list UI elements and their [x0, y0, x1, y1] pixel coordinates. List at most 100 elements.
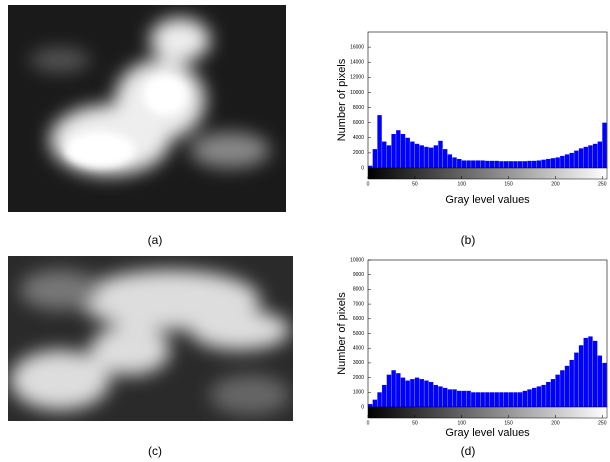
bar — [503, 161, 509, 168]
y-tick-label: 7000 — [353, 301, 364, 307]
bar — [485, 160, 490, 168]
y-tick-label: 10000 — [350, 90, 364, 96]
bar — [433, 145, 438, 168]
bar — [555, 374, 560, 407]
bar — [494, 392, 499, 407]
bar — [588, 336, 593, 407]
bar — [503, 392, 509, 407]
bar — [560, 370, 565, 407]
caption: (b) — [461, 233, 476, 247]
y-tick-label: 0 — [361, 404, 364, 410]
bar — [442, 387, 448, 407]
bar — [457, 390, 462, 407]
bar — [522, 390, 528, 407]
y-tick-label: 5000 — [353, 331, 364, 337]
y-axis-label: Number of pixels — [336, 58, 348, 141]
bar — [592, 340, 598, 407]
bar — [377, 115, 382, 168]
bar — [536, 160, 542, 168]
bar — [480, 160, 485, 168]
bar — [382, 141, 387, 168]
bar — [372, 399, 378, 407]
x-tick-label: 0 — [367, 181, 370, 187]
bar — [489, 392, 495, 407]
bar — [527, 389, 532, 407]
bar — [513, 392, 518, 407]
bar — [592, 143, 598, 168]
bar — [391, 134, 396, 168]
bar — [597, 141, 603, 168]
bar — [405, 380, 410, 407]
bar — [541, 384, 546, 407]
bar — [583, 337, 588, 407]
bar — [536, 386, 542, 407]
bar — [396, 373, 401, 407]
bar — [452, 389, 457, 407]
bar — [424, 146, 429, 168]
x-axis-label: Gray level values — [445, 194, 530, 206]
bar — [414, 143, 420, 168]
bar — [550, 379, 556, 407]
x-tick-label: 0 — [367, 420, 370, 426]
x-tick-label: 200 — [551, 181, 560, 187]
y-tick-label: 8000 — [353, 105, 364, 111]
bar — [574, 150, 579, 168]
bar — [396, 130, 401, 168]
bar — [461, 390, 467, 407]
bar — [508, 161, 513, 168]
bar — [386, 145, 392, 168]
bar — [564, 365, 570, 407]
bar — [560, 155, 565, 168]
y-tick-label: 6000 — [353, 120, 364, 126]
bar — [419, 379, 424, 407]
bar — [475, 392, 481, 407]
bar — [400, 134, 406, 168]
bar — [447, 154, 453, 168]
bar — [414, 377, 420, 407]
y-tick-label: 4000 — [353, 346, 364, 352]
bar — [368, 165, 373, 168]
x-tick-label: 150 — [504, 420, 513, 426]
bar — [461, 160, 467, 168]
bar — [419, 145, 424, 168]
bar — [400, 377, 406, 407]
x-tick-label: 200 — [551, 420, 560, 426]
y-tick-label: 2000 — [353, 375, 364, 381]
bar — [517, 392, 523, 407]
bar — [527, 160, 532, 168]
y-tick-label: 6000 — [353, 316, 364, 322]
bar — [602, 362, 607, 407]
bar — [574, 352, 579, 407]
y-tick-label: 12000 — [350, 75, 364, 81]
bar — [368, 404, 373, 407]
y-tick-label: 4000 — [353, 135, 364, 141]
bar — [513, 161, 518, 168]
bar — [386, 374, 392, 407]
x-tick-label: 150 — [504, 181, 513, 187]
y-tick-label: 1000 — [353, 390, 364, 396]
bar — [489, 160, 495, 168]
satellite-image-c — [8, 256, 293, 421]
bar — [391, 370, 396, 407]
bar — [480, 392, 485, 407]
y-tick-label: 8000 — [353, 287, 364, 293]
bar — [555, 157, 560, 168]
bar — [578, 148, 584, 168]
bar — [377, 392, 382, 407]
y-tick-label: 2000 — [353, 150, 364, 156]
bar — [466, 160, 471, 168]
y-tick-label: 9000 — [353, 272, 364, 278]
bar — [541, 159, 546, 168]
x-tick-label: 100 — [458, 181, 467, 187]
caption: (c) — [148, 444, 162, 458]
x-tick-label: 250 — [598, 181, 607, 187]
bar — [532, 160, 537, 168]
bar — [447, 389, 453, 407]
y-tick-label: 3000 — [353, 360, 364, 366]
y-tick-label: 16000 — [350, 44, 364, 50]
bar — [517, 161, 523, 168]
y-axis-label: Number of pixels — [336, 292, 348, 375]
bar — [438, 140, 443, 168]
bar — [433, 384, 438, 407]
